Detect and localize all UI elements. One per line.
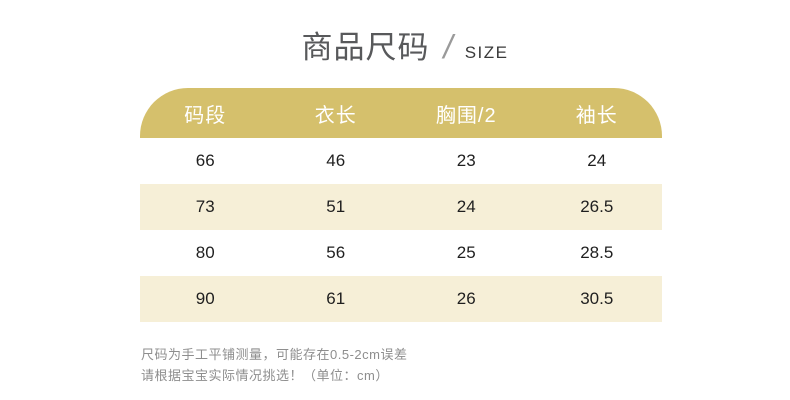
table-cell: 30.5 xyxy=(580,289,614,308)
title-english: SIZE xyxy=(464,43,509,62)
table-cell: 24 xyxy=(456,197,476,216)
table-row: 73 51 24 26.5 xyxy=(140,184,662,230)
table-cell: 24 xyxy=(587,151,607,170)
table-cell: 80 xyxy=(195,243,215,262)
measurement-disclaimer: 尺码为手工平铺测量，可能存在0.5-2cm误差 请根据宝宝实际情况挑选！（单位：… xyxy=(141,344,407,386)
size-table-body: 66 46 23 24 73 51 24 26.5 80 56 25 28.5 … xyxy=(140,138,662,322)
table-cell: 26 xyxy=(456,289,476,308)
table-cell: 46 xyxy=(326,151,346,170)
size-table: 码段 衣长 胸围/2 袖长 66 46 23 24 73 51 24 26.5 … xyxy=(140,88,662,322)
table-row: 66 46 23 24 xyxy=(140,138,662,184)
disclaimer-line-1: 尺码为手工平铺测量，可能存在0.5-2cm误差 xyxy=(141,347,408,362)
title-slash-divider: / xyxy=(443,28,453,65)
table-cell: 66 xyxy=(195,151,215,170)
table-cell: 51 xyxy=(326,197,346,216)
table-cell: 90 xyxy=(195,289,215,308)
size-table-header-row: 码段 衣长 胸围/2 袖长 xyxy=(140,88,662,138)
table-row: 80 56 25 28.5 xyxy=(140,230,662,276)
header-cell-size-code: 码段 xyxy=(184,104,227,127)
table-row: 90 61 26 30.5 xyxy=(140,276,662,322)
title-chinese: 商品尺码 xyxy=(301,30,430,65)
header-cell-half-chest: 胸围/2 xyxy=(435,104,497,127)
table-cell: 28.5 xyxy=(580,243,614,262)
table-cell: 25 xyxy=(456,243,476,262)
header-cell-sleeve-length: 袖长 xyxy=(575,104,618,127)
table-cell: 61 xyxy=(326,289,346,308)
table-cell: 73 xyxy=(195,197,215,216)
table-cell: 56 xyxy=(326,243,346,262)
table-cell: 23 xyxy=(456,151,476,170)
table-cell: 26.5 xyxy=(580,197,614,216)
page-title: 商品尺码 / SIZE xyxy=(10,22,790,67)
header-cell-garment-length: 衣长 xyxy=(314,104,357,127)
disclaimer-line-2: 请根据宝宝实际情况挑选！（单位：cm） xyxy=(141,368,389,383)
